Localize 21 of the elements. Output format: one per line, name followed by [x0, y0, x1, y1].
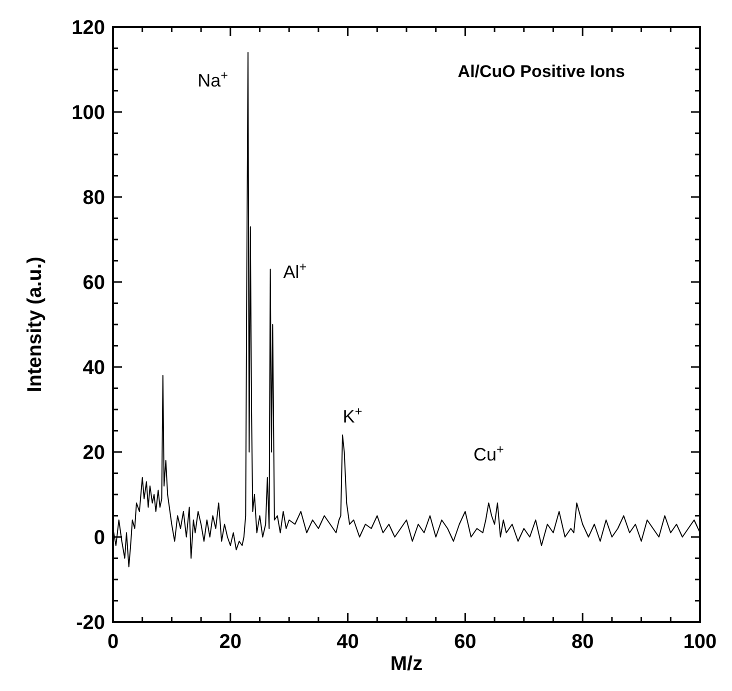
- y-tick-label: 60: [82, 272, 105, 294]
- annotation: Cu$^{+}$: [473, 442, 504, 464]
- x-tick-label: 40: [336, 631, 359, 653]
- x-tick-label: 60: [454, 631, 476, 653]
- x-axis-title: M/z: [390, 653, 423, 675]
- y-tick-label: 80: [82, 187, 105, 209]
- y-tick-label: 120: [72, 17, 105, 39]
- y-tick-label: 100: [72, 102, 105, 124]
- y-axis-title: Intensity (a.u.): [24, 256, 46, 392]
- x-tick-label: 20: [219, 631, 242, 653]
- annotation: Al$^{+}$: [283, 260, 307, 282]
- y-tick-label: -20: [76, 612, 105, 634]
- x-tick-label: 100: [683, 631, 717, 653]
- annotation: K$^{+}$: [342, 404, 362, 426]
- text: Al/CuO Positive Ions: [458, 62, 625, 81]
- x-tick-label: 0: [107, 631, 119, 653]
- x-tick-label: 80: [571, 631, 594, 653]
- y-tick-label: 40: [82, 357, 105, 379]
- y-tick-label: 20: [82, 442, 105, 464]
- annotation: Na$^{+}$: [198, 68, 228, 90]
- y-tick-label: 0: [94, 527, 105, 549]
